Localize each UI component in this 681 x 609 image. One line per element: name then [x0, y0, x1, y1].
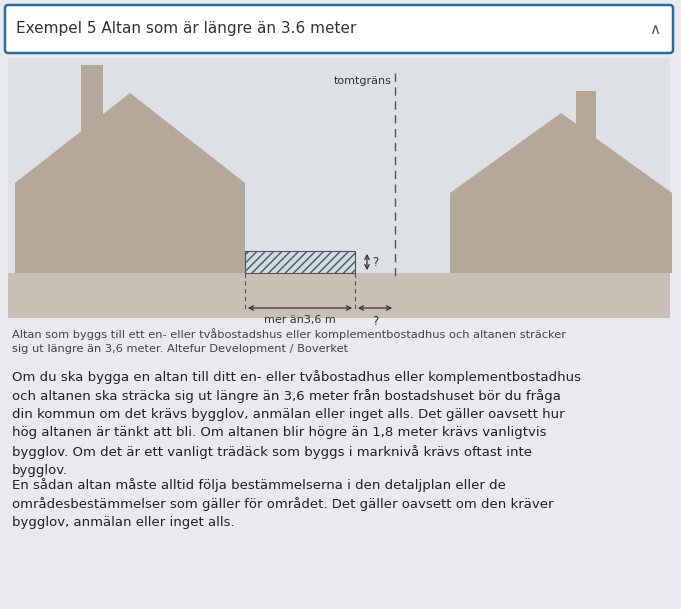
- Bar: [8, 273, 670, 318]
- Bar: [15, 183, 245, 273]
- Text: ?: ?: [372, 256, 378, 269]
- FancyBboxPatch shape: [5, 5, 673, 53]
- Bar: [450, 193, 672, 273]
- Text: tomtgräns: tomtgräns: [334, 76, 392, 86]
- Bar: [8, 58, 670, 318]
- Bar: [81, 65, 103, 148]
- Text: mer än3,6 m: mer än3,6 m: [264, 315, 336, 325]
- Text: Exempel 5 Altan som är längre än 3.6 meter: Exempel 5 Altan som är längre än 3.6 met…: [16, 21, 356, 37]
- Bar: [245, 251, 355, 273]
- Polygon shape: [450, 113, 672, 193]
- Polygon shape: [15, 93, 245, 183]
- Bar: [576, 91, 596, 163]
- Text: En sådan altan måste alltid följa bestämmelserna i den detaljplan eller de
områd: En sådan altan måste alltid följa bestäm…: [12, 478, 554, 529]
- Text: ?: ?: [372, 315, 378, 328]
- Text: Altan som byggs till ett en- eller tvåbostadshus eller komplementbostadhus och a: Altan som byggs till ett en- eller tvåbo…: [12, 328, 566, 353]
- Text: Om du ska bygga en altan till ditt en- eller tvåbostadhus eller komplementbostad: Om du ska bygga en altan till ditt en- e…: [12, 370, 581, 477]
- Text: ∧: ∧: [650, 21, 661, 37]
